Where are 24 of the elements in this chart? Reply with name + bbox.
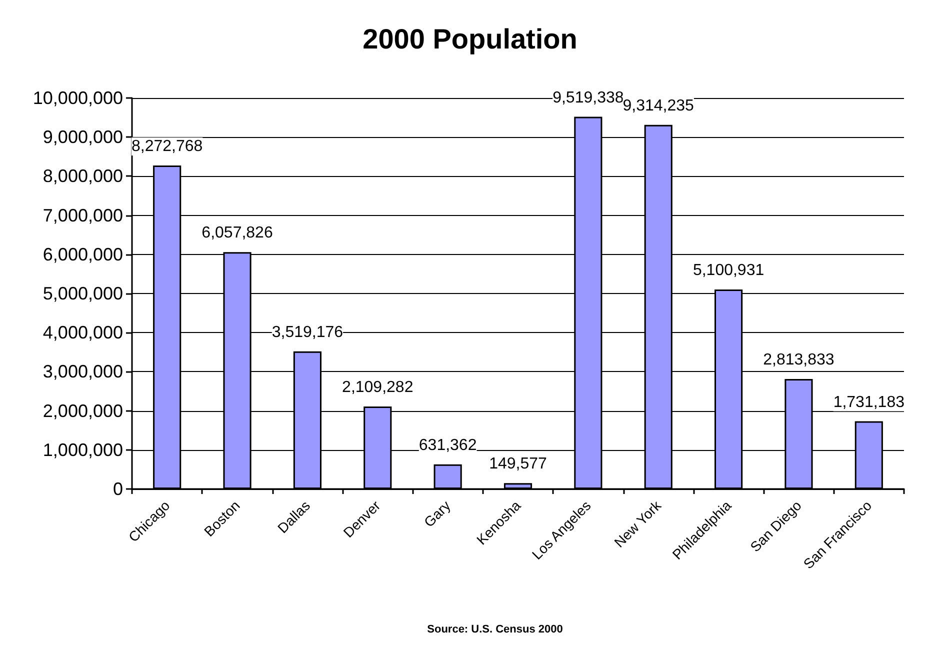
data-label: 5,100,931 (692, 262, 764, 280)
y-tick-label: 0 (112, 479, 123, 499)
y-tick-label: 6,000,000 (42, 244, 123, 264)
y-tick-label: 5,000,000 (42, 284, 123, 304)
y-tick-label: 9,000,000 (42, 127, 123, 148)
data-label: 149,577 (489, 456, 548, 473)
y-tick-label: 1,000,000 (42, 440, 123, 460)
y-tick-label: 4,000,000 (42, 322, 123, 343)
y-tick-label: 8,000,000 (42, 166, 123, 186)
data-label: 8,272,768 (131, 138, 203, 156)
y-tick-label: 7,000,000 (42, 205, 123, 226)
data-label: 1,731,183 (833, 394, 905, 411)
data-label: 2,109,282 (342, 379, 414, 396)
data-label: 3,519,176 (272, 324, 344, 341)
data-label: 2,813,833 (763, 351, 834, 368)
chart-title: 2000 Population (362, 24, 578, 54)
source-note: Source: U.S. Census 2000 (427, 624, 563, 636)
data-label: 9,314,235 (622, 97, 694, 114)
data-label: 9,519,338 (552, 89, 624, 106)
data-label: 631,362 (418, 436, 477, 454)
y-tick-label: 2,000,000 (42, 400, 123, 421)
y-tick-label: 3,000,000 (42, 362, 123, 382)
y-tick-label: 10,000,000 (32, 88, 123, 108)
data-label: 6,057,826 (202, 224, 273, 242)
